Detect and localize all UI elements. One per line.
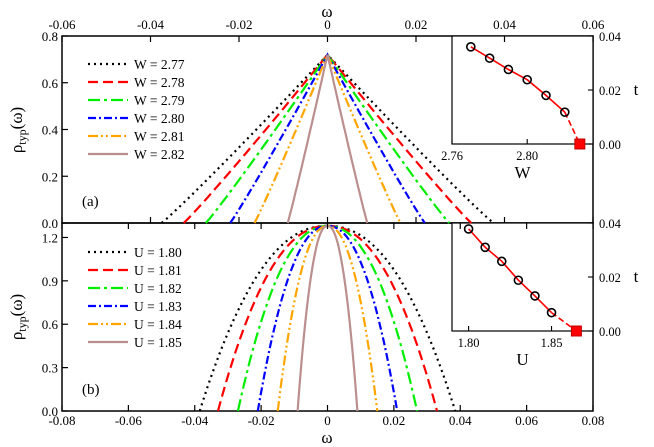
inset-point [503,64,514,75]
legend-label: U = 1.84 [134,317,182,332]
inset-point [480,242,490,253]
legend-label: W = 2.82 [134,147,185,162]
inset-x-label: U [516,350,528,369]
y-tick-label: 0.6 [42,317,59,332]
inset-x-tick-label: 2.76 [441,149,463,163]
y-tick-label: 1.2 [42,230,58,245]
x-tick-label: 0.02 [383,413,406,428]
curve-u1.83 [256,224,399,412]
panel-label-a: (a) [82,194,99,210]
x-tick-label: -0.02 [225,17,252,32]
x-tick-label: -0.04 [181,413,209,428]
insets-layer: 2.76 2.80 0.00 0.02 0.04 Wt 1.80 1.85 0.00 0.02 0.… [441,30,639,369]
curve-u1.84 [276,224,379,412]
y-label-suffix: (ω) [7,107,26,130]
x-tick-label: 0.04 [449,413,472,428]
inset-point [522,74,533,85]
curve-u1.82 [236,224,419,412]
inset-b-frame [451,222,594,332]
legend-label: U = 1.82 [134,281,182,296]
x-tick-label: 0.04 [493,17,516,32]
x-tick-label: 0 [324,413,331,428]
bottom-axis-label: ω [321,428,332,447]
legend-label: W = 2.81 [134,129,185,144]
inset-y-label: t [634,80,639,99]
y-label-suffix: (ω) [7,294,26,317]
curves-layer [160,51,495,412]
inset-point [541,90,551,101]
curve-w2.82 [286,54,369,224]
y-label-sub: typ [15,316,29,331]
inset-point [513,275,524,286]
inset-point [465,41,476,52]
x-tick-label: 0.06 [582,17,605,32]
inset-x-tick-label: 1.80 [458,336,480,350]
inset-x-label: W [514,163,531,182]
curve-w2.79 [204,52,451,224]
legend-label: U = 1.80 [134,245,182,260]
inset-x-tick-label: 1.85 [541,336,563,350]
legend-label: W = 2.80 [134,111,185,126]
legend-label: W = 2.78 [134,75,185,90]
inset-x-tick-label: 2.80 [516,149,538,163]
inset-point [484,53,495,63]
y-tick-label: 0.0 [42,404,58,419]
inset-y-tick-label: 0.04 [599,30,622,44]
ticks-layer: -0.06 -0.04 -0.02 0 0.02 0.04 0.06 0.0 0.2 0.4 0.6… [42,17,605,428]
y-label-main: ρ [7,145,26,153]
legend-label: W = 2.77 [134,57,185,72]
curve-w2.77 [160,53,495,224]
x-tick-label: -0.06 [48,17,76,32]
x-tick-label: -0.04 [137,17,165,32]
x-tick-label: 0.02 [405,17,428,32]
inset-critical-point [574,138,586,150]
curve-u1.80 [198,224,457,412]
inset-point [463,224,474,234]
legend-label: W = 2.79 [134,93,185,108]
panel-label-b: (b) [82,382,100,398]
inset-y-tick-label: 0.04 [599,217,622,231]
inset-y-tick-label: 0.02 [599,271,621,285]
legend-label: U = 1.81 [134,263,182,278]
curve-w2.81 [253,51,402,224]
x-tick-label: -0.06 [115,413,143,428]
inset-y-tick-label: 0.00 [599,325,621,339]
x-tick-label: 0.08 [582,413,605,428]
top-axis-label: ω [321,2,332,21]
inset-critical-point [570,325,582,337]
inset-point [546,307,557,318]
y-label-sub: typ [15,129,29,144]
y-tick-label: 0.8 [42,29,58,44]
y-tick-label: 0.9 [42,274,58,289]
y-axis-label-a: ρtyp(ω) [7,107,29,153]
inset-y-tick-label: 0.00 [599,138,621,152]
y-axis-label-b: ρtyp(ω) [7,294,29,340]
x-tick-label: -0.08 [48,413,75,428]
inset-a-frame [451,35,594,145]
inset-extrapolation [551,311,577,332]
y-label-main: ρ [7,332,26,340]
inset-point [530,291,540,301]
inset-point [559,107,570,117]
curve-u1.81 [216,224,439,412]
x-tick-label: -0.02 [248,413,275,428]
legend-layer: W = 2.77 W = 2.78 W = 2.79 W = 2.80 W = 2.81… [88,57,185,350]
inset-y-tick-label: 0.02 [599,84,621,98]
x-tick-label: 0.06 [515,413,538,428]
y-tick-label: 0.3 [42,361,58,376]
legend-label: U = 1.85 [134,335,182,350]
legend-label: U = 1.83 [134,299,182,314]
y-tick-label: 0.4 [42,123,59,138]
y-tick-label: 0.0 [42,216,58,231]
y-tick-label: 0.2 [42,169,58,184]
inset-point [496,256,507,267]
inset-y-label: t [634,267,639,286]
y-tick-label: 0.6 [42,76,59,91]
x-tick-label: 0 [324,17,331,32]
